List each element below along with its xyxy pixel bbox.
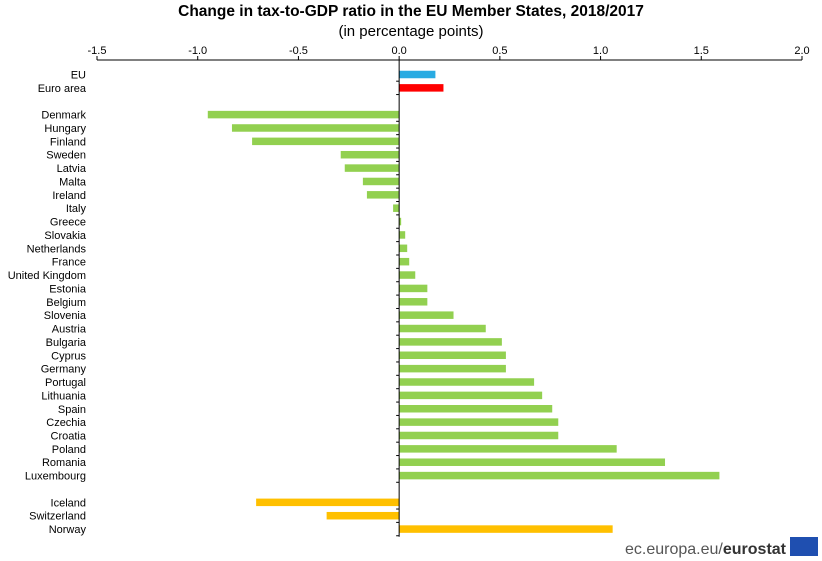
category-label: Switzerland bbox=[29, 511, 86, 523]
bar-france bbox=[399, 257, 410, 266]
source-url: ec.europa.eu/ bbox=[625, 541, 723, 558]
x-tick-label: 2.0 bbox=[794, 45, 809, 57]
bar-norway bbox=[399, 525, 613, 533]
category-label: Iceland bbox=[51, 497, 86, 509]
category-label: Slovenia bbox=[44, 310, 87, 322]
category-label: Romania bbox=[42, 457, 87, 469]
bar-portugal bbox=[399, 378, 535, 386]
category-label: Netherlands bbox=[27, 243, 87, 255]
x-tick-label: 1.0 bbox=[593, 45, 608, 57]
bar-estonia bbox=[399, 284, 428, 293]
category-label: Lithuania bbox=[41, 390, 87, 402]
bar-latvia bbox=[344, 164, 400, 172]
x-tick-label: -1.5 bbox=[88, 45, 107, 57]
category-label: Euro area bbox=[38, 83, 87, 95]
category-label: Cyprus bbox=[51, 350, 86, 362]
bar-hungary bbox=[231, 124, 400, 132]
bar-lithuania bbox=[399, 391, 543, 400]
chart-title: Change in tax-to-GDP ratio in the EU Mem… bbox=[178, 3, 644, 20]
category-label: Ireland bbox=[52, 190, 86, 202]
category-label: Denmark bbox=[41, 110, 86, 122]
bar-greece bbox=[399, 217, 402, 226]
x-tick-label: -0.5 bbox=[289, 45, 308, 57]
category-label: Estonia bbox=[49, 283, 87, 295]
bar-denmark bbox=[207, 110, 400, 119]
bar-czechia bbox=[399, 418, 559, 426]
bar-poland bbox=[399, 445, 617, 453]
bar-bulgaria bbox=[399, 338, 502, 346]
category-label: Croatia bbox=[51, 430, 87, 442]
category-label: Slovakia bbox=[44, 230, 86, 242]
category-label: Portugal bbox=[45, 377, 86, 389]
x-tick-label: -1.0 bbox=[188, 45, 207, 57]
bar-eu bbox=[399, 70, 436, 79]
bar-belgium bbox=[399, 298, 428, 306]
eu-flag-icon bbox=[790, 537, 818, 556]
bar-spain bbox=[399, 405, 553, 413]
bar-romania bbox=[399, 458, 666, 466]
category-label: Poland bbox=[52, 444, 86, 456]
x-tick-label: 1.5 bbox=[694, 45, 709, 57]
category-label: United Kingdom bbox=[8, 270, 86, 282]
bar-croatia bbox=[399, 431, 559, 440]
bar-netherlands bbox=[399, 244, 408, 253]
bar-malta bbox=[362, 177, 400, 186]
source-footer: ec.europa.eu/eurostat bbox=[625, 541, 786, 559]
category-label: Latvia bbox=[57, 163, 87, 175]
bar-iceland bbox=[256, 498, 400, 507]
category-label: Norway bbox=[49, 524, 87, 536]
chart-subtitle: (in percentage points) bbox=[338, 23, 484, 40]
category-label: Bulgaria bbox=[46, 337, 87, 349]
bar-slovakia bbox=[399, 231, 406, 239]
category-label: Hungary bbox=[44, 123, 86, 135]
category-label: Austria bbox=[52, 324, 87, 336]
bar-finland bbox=[252, 137, 400, 146]
bar-luxembourg bbox=[399, 471, 720, 480]
category-label: Italy bbox=[66, 203, 87, 215]
category-label: Germany bbox=[41, 364, 87, 376]
bar-germany bbox=[399, 364, 506, 373]
bar-ireland bbox=[366, 191, 400, 199]
category-label: Belgium bbox=[46, 297, 86, 309]
category-label: Finland bbox=[50, 136, 86, 148]
category-label: France bbox=[52, 257, 86, 269]
bar-austria bbox=[399, 324, 486, 333]
bar-cyprus bbox=[399, 351, 506, 360]
category-label: Czechia bbox=[46, 417, 87, 429]
category-label: Malta bbox=[59, 176, 87, 188]
bar-italy bbox=[393, 204, 400, 212]
bar-switzerland bbox=[326, 511, 400, 520]
category-label: Greece bbox=[50, 217, 86, 229]
bar-united-kingdom bbox=[399, 271, 416, 279]
x-tick-label: 0.0 bbox=[391, 45, 406, 57]
category-label: EU bbox=[71, 70, 86, 82]
bar-slovenia bbox=[399, 311, 454, 319]
category-label: Spain bbox=[58, 404, 86, 416]
x-tick-label: 0.5 bbox=[492, 45, 507, 57]
category-label: Luxembourg bbox=[25, 471, 86, 483]
eurostat-brand: eurostat bbox=[722, 541, 786, 558]
bar-euro-area bbox=[399, 84, 444, 92]
category-label: Sweden bbox=[46, 150, 86, 162]
bar-sweden bbox=[340, 150, 400, 159]
